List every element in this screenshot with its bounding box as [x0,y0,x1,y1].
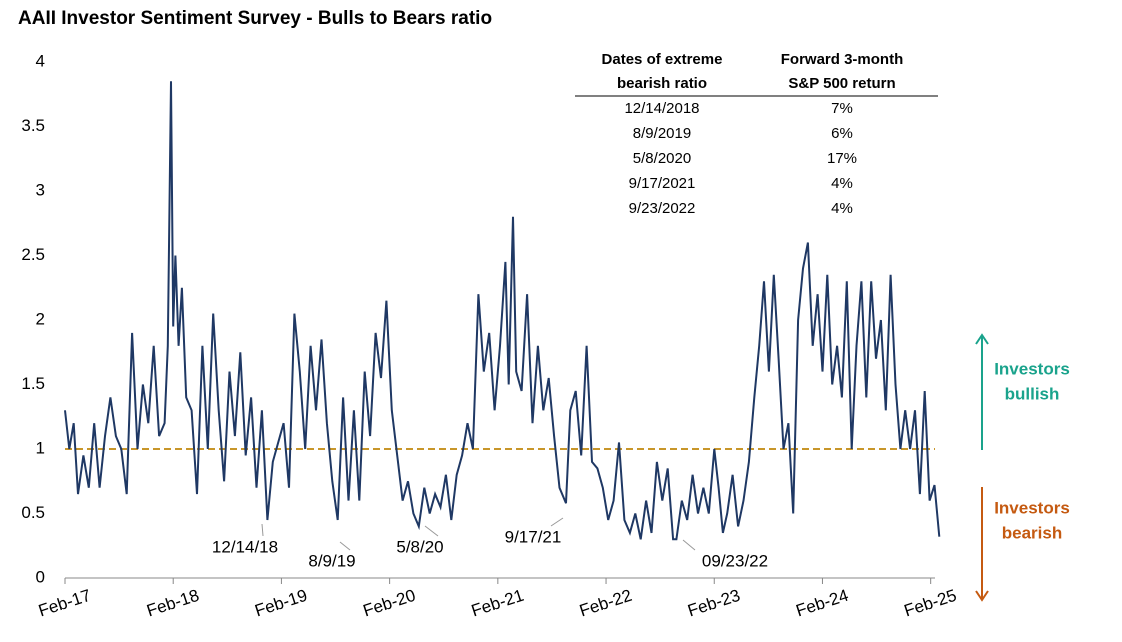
x-tick-label: Feb-18 [144,586,201,621]
y-tick-label: 0 [36,567,45,586]
side-label: Investors [994,359,1070,378]
annotation: 9/17/21 [505,527,562,546]
table-cell: 17% [827,150,857,167]
table-header: Forward 3-month [781,51,904,68]
annotation-leader [261,523,264,537]
x-tick-label: Feb-20 [361,586,418,621]
annotation-leader [682,539,696,551]
annotation-leader [550,517,564,527]
annotation-leader [339,541,351,551]
table-header: Dates of extreme [602,51,723,68]
x-tick-label: Feb-21 [469,586,526,621]
annotation: 09/23/22 [702,551,768,570]
table-cell: 5/8/2020 [633,150,691,167]
x-tick-label: Feb-22 [577,586,634,621]
x-tick-label: Feb-25 [902,586,959,621]
x-tick-label: Feb-19 [253,586,310,621]
table-cell: 4% [831,200,853,217]
table-cell: 12/14/2018 [624,100,699,117]
y-tick-label: 1.5 [21,374,45,393]
table-cell: 4% [831,175,853,192]
annotation: 5/8/20 [396,537,443,556]
y-tick-label: 1 [36,438,45,457]
arrow-head [975,590,989,602]
x-tick-label: Feb-24 [794,586,851,621]
x-tick-label: Feb-17 [36,586,93,621]
arrow-head [975,333,989,345]
table-header: S&P 500 return [788,75,895,92]
table-cell: 6% [831,125,853,142]
table-cell: 8/9/2019 [633,125,691,142]
y-tick-label: 4 [36,51,45,70]
y-tick-label: 2.5 [21,245,45,264]
sentiment-line [64,81,941,541]
chart-title: AAII Investor Sentiment Survey - Bulls t… [18,8,492,29]
side-label: Investors [994,498,1070,517]
y-tick-label: 0.5 [21,503,45,522]
table-cell: 9/23/2022 [629,200,696,217]
annotation: 8/9/19 [308,551,355,570]
table-cell: 9/17/2021 [629,175,696,192]
table-cell: 7% [831,100,853,117]
y-tick-label: 2 [36,309,45,328]
y-tick-label: 3 [36,180,45,199]
y-tick-label: 3.5 [21,116,45,135]
annotation: 12/14/18 [212,537,278,556]
annotation-leader [424,525,439,537]
side-label: bearish [1002,523,1062,542]
table-header: bearish ratio [617,75,707,92]
side-label: bullish [1005,384,1060,403]
x-tick-label: Feb-23 [685,586,742,621]
